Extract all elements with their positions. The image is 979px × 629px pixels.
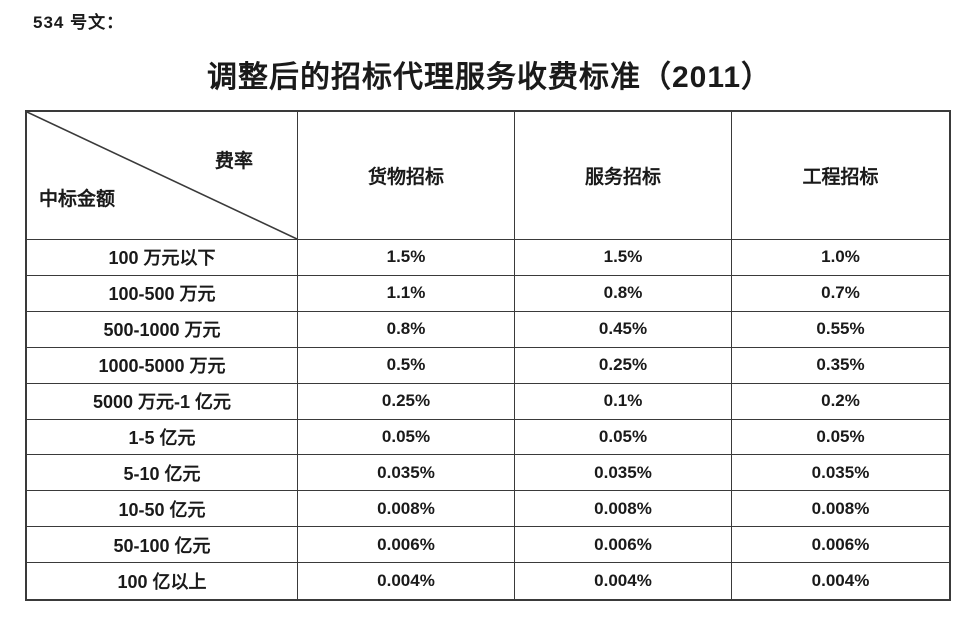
row-label-cell: 500-1000 万元 [27,311,298,348]
row-label-cell: 1-5 亿元 [27,419,298,456]
column-header-goods: 货物招标 [298,112,515,240]
rate-cell: 0.006% [732,527,949,564]
rate-cell: 0.1% [515,383,732,420]
row-label-cell: 5000 万元-1 亿元 [27,383,298,420]
rate-cell: 0.45% [515,311,732,348]
rate-cell: 0.004% [811,571,870,591]
rate-cell: 0.35% [732,348,949,384]
rate-cell: 1.5% [515,240,732,276]
rate-cell: 0.05% [515,419,732,456]
row-label-cell: 50-100 亿元 [27,527,298,564]
rate-cell: 1.0% [732,240,949,276]
rate-cell: 0.25% [298,383,515,420]
rate-cell: 0.035% [732,455,949,492]
page-title: 调整后的招标代理服务收费标准（2011） [206,61,773,94]
row-label-cell: 100-500 万元 [27,275,298,312]
row-label-cell: 100 万元以下 [27,240,298,276]
rate-cell: 0.5% [298,347,515,384]
fee-rate-table: 费率 中标金额 货物招标 服务招标 工程招标 100 万元以下 1.5% 1.5… [25,110,951,601]
rate-cell: 0.05% [732,420,949,456]
row-label-cell: 5-10 亿元 [27,455,298,492]
column-header-engineering: 工程招标 [732,112,949,240]
row-label-cell: 100 亿以上 [27,563,298,599]
rate-cell: 0.035% [298,455,515,492]
rate-cell: 0.006% [298,527,515,564]
corner-label-rate: 费率 [214,151,253,172]
rate-cell: 0.2% [732,384,949,420]
column-header-services: 服务招标 [515,112,732,240]
rate-cell: 0.006% [515,527,732,564]
row-label-cell: 10-50 亿元 [27,491,298,528]
rate-cell: 0.008% [298,491,515,528]
rate-cell: 0.008% [732,491,949,528]
rate-cell: 0.7% [732,276,949,312]
rate-cell: 0.8% [515,275,732,312]
diagonal-corner-cell: 费率 中标金额 [27,112,298,240]
doc-number: 534 号文： [33,13,125,32]
rate-cell: 0.25% [515,347,732,384]
rate-cell: 0.8% [298,311,515,348]
rate-cell: 1.5% [298,240,515,276]
diagonal-divider-line [27,112,297,239]
rate-cell: 0.008% [515,491,732,528]
rate-cell: 1.1% [298,275,515,312]
rate-cell: 0.004% [515,563,732,599]
rate-cell: 0.55% [732,312,949,348]
rate-cell: 0.035% [515,455,732,492]
rate-cell: 0.004% [298,563,515,599]
corner-label-bid-amount: 中标金额 [39,189,116,210]
row-label-cell: 1000-5000 万元 [27,347,298,384]
rate-cell: 0.05% [298,419,515,456]
